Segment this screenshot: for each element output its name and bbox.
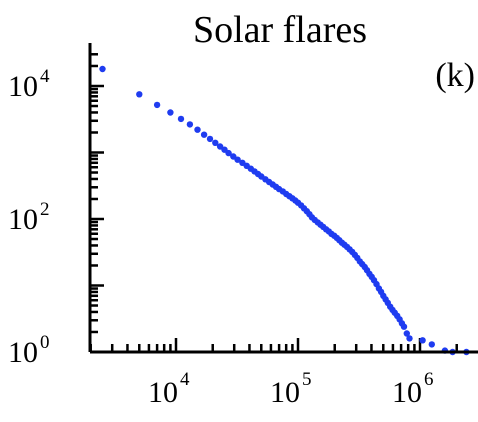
x-tick-base: 10: [392, 376, 422, 409]
data-point: [153, 101, 161, 109]
y-tick-base: 10: [8, 70, 38, 103]
y-tick-exp: 2: [40, 199, 50, 220]
x-tick-label: 10 4: [148, 369, 190, 409]
data-point: [212, 139, 219, 146]
x-tick-exp: 6: [424, 369, 434, 390]
chart-title: Solar flares: [193, 9, 367, 51]
x-tick-label: 10 6: [392, 369, 434, 409]
data-point: [167, 109, 174, 116]
data-point: [403, 330, 410, 337]
data-point: [206, 135, 214, 143]
data-point: [406, 335, 413, 342]
y-tick-label: 10 4: [8, 66, 50, 103]
y-tick-base: 10: [8, 203, 38, 236]
y-tick-label: 10 2: [8, 199, 50, 236]
panel-label: (k): [435, 57, 475, 94]
data-point: [419, 337, 426, 344]
y-tick-label: 10 0: [8, 332, 50, 369]
x-tick-base: 10: [148, 376, 178, 409]
x-tick-exp: 5: [302, 369, 312, 390]
y-tick-exp: 4: [40, 66, 50, 87]
y-tick-base: 10: [8, 336, 38, 369]
x-tick-labels: 10 4 10 5 10 6: [148, 369, 434, 409]
data-point: [234, 156, 241, 163]
x-tick-base: 10: [270, 376, 300, 409]
data-points: [99, 65, 470, 356]
data-point: [186, 121, 194, 128]
x-tick-exp: 4: [180, 369, 190, 390]
data-point: [136, 91, 143, 98]
axis-ticks: [89, 53, 458, 354]
data-point: [428, 341, 435, 348]
data-point: [99, 65, 106, 73]
data-point: [216, 143, 224, 150]
data-point: [200, 131, 208, 138]
y-tick-exp: 0: [40, 332, 50, 353]
data-point: [225, 149, 232, 157]
data-point: [194, 126, 201, 133]
data-point: [400, 323, 408, 330]
data-point: [177, 115, 185, 123]
x-tick-label: 10 5: [270, 369, 312, 409]
